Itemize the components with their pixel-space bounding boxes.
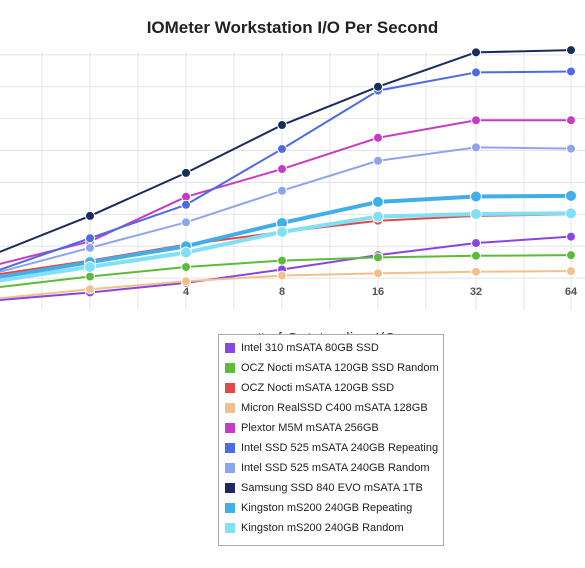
data-point bbox=[84, 260, 96, 273]
data-point bbox=[181, 167, 191, 178]
chart-title: IOMeter Workstation I/O Per Second bbox=[146, 18, 439, 37]
data-point bbox=[565, 207, 577, 220]
data-point bbox=[277, 185, 287, 196]
legend-swatch bbox=[225, 523, 235, 533]
legend-label: Intel SSD 525 mSATA 240GB Repeating bbox=[241, 442, 439, 454]
x-tick-labels: 248163264 bbox=[87, 286, 578, 298]
legend-item: Intel SSD 525 mSATA 240GB Random bbox=[225, 458, 437, 478]
data-point bbox=[471, 47, 481, 58]
legend-item: Micron RealSSD C400 mSATA 128GB bbox=[225, 398, 437, 418]
legend-label: OCZ Nocti mSATA 120GB SSD bbox=[241, 382, 395, 394]
data-point bbox=[277, 270, 287, 281]
data-point bbox=[373, 132, 383, 143]
data-point bbox=[471, 266, 481, 277]
x-tick-label: 32 bbox=[470, 286, 482, 298]
data-point bbox=[373, 81, 383, 92]
data-point bbox=[565, 189, 577, 202]
data-point bbox=[373, 155, 383, 166]
data-point bbox=[566, 45, 576, 56]
data-point bbox=[566, 231, 576, 242]
x-tick-label: 8 bbox=[279, 286, 285, 298]
legend-label: OCZ Nocti mSATA 120GB SSD Random bbox=[241, 362, 439, 374]
legend-list: Intel 310 mSATA 80GB SSD OCZ Nocti mSATA … bbox=[225, 338, 439, 538]
legend-item: Plextor M5M mSATA 256GB bbox=[225, 418, 437, 438]
legend-swatch bbox=[225, 363, 235, 373]
data-point bbox=[566, 143, 576, 154]
legend-item: Intel 310 mSATA 80GB SSD bbox=[225, 338, 437, 358]
data-point bbox=[471, 142, 481, 153]
data-point bbox=[181, 276, 191, 287]
data-point bbox=[372, 195, 384, 208]
legend-swatch bbox=[225, 443, 235, 453]
series-points bbox=[84, 45, 577, 298]
data-point bbox=[180, 246, 192, 259]
legend-item: Samsung SSD 840 EVO mSATA 1TB bbox=[225, 478, 437, 498]
legend-swatch bbox=[225, 343, 235, 353]
data-point bbox=[373, 268, 383, 279]
legend-swatch bbox=[225, 423, 235, 433]
legend-label: Intel SSD 525 mSATA 240GB Random bbox=[241, 462, 430, 474]
legend-label: Intel 310 mSATA 80GB SSD bbox=[241, 342, 379, 354]
data-point bbox=[566, 250, 576, 261]
data-point bbox=[85, 284, 95, 295]
legend-swatch bbox=[225, 503, 235, 513]
data-point bbox=[470, 190, 482, 203]
data-point bbox=[85, 233, 95, 244]
legend-item: Kingston mS200 240GB Random bbox=[225, 518, 437, 538]
data-point bbox=[181, 217, 191, 228]
data-point bbox=[277, 120, 287, 131]
legend-item: OCZ Nocti mSATA 120GB SSD bbox=[225, 378, 437, 398]
legend-swatch bbox=[225, 383, 235, 393]
legend-label: Samsung SSD 840 EVO mSATA 1TB bbox=[241, 482, 423, 494]
data-point bbox=[471, 115, 481, 126]
data-point bbox=[276, 225, 288, 238]
legend-label: Micron RealSSD C400 mSATA 128GB bbox=[241, 402, 428, 414]
legend-label: Kingston mS200 240GB Repeating bbox=[241, 502, 413, 514]
x-tick-label: 64 bbox=[565, 286, 578, 298]
data-point bbox=[277, 143, 287, 154]
data-point bbox=[471, 238, 481, 249]
legend-item: Kingston mS200 240GB Repeating bbox=[225, 498, 437, 518]
legend-item: OCZ Nocti mSATA 120GB SSD Random bbox=[225, 358, 439, 378]
data-point bbox=[566, 115, 576, 126]
data-point bbox=[372, 210, 384, 223]
x-tick-label: 16 bbox=[372, 286, 384, 298]
legend-item: Intel SSD 525 mSATA 240GB Repeating bbox=[225, 438, 439, 458]
data-point bbox=[566, 66, 576, 77]
x-tick-label: 4 bbox=[183, 286, 190, 298]
legend-swatch bbox=[225, 483, 235, 493]
data-point bbox=[85, 210, 95, 221]
line-chart: 248163264 bbox=[0, 45, 585, 310]
data-point bbox=[277, 255, 287, 266]
data-point bbox=[181, 261, 191, 272]
data-point bbox=[181, 199, 191, 210]
legend-label: Plextor M5M mSATA 256GB bbox=[241, 422, 379, 434]
data-point bbox=[85, 271, 95, 282]
data-point bbox=[373, 252, 383, 263]
data-point bbox=[471, 250, 481, 261]
data-point bbox=[471, 67, 481, 78]
legend: Intel 310 mSATA 80GB SSD OCZ Nocti mSATA … bbox=[218, 334, 444, 546]
legend-swatch bbox=[225, 403, 235, 413]
data-point bbox=[470, 208, 482, 221]
legend-swatch bbox=[225, 463, 235, 473]
data-point bbox=[277, 164, 287, 175]
data-point bbox=[566, 266, 576, 277]
legend-label: Kingston mS200 240GB Random bbox=[241, 522, 404, 534]
data-point bbox=[85, 242, 95, 253]
